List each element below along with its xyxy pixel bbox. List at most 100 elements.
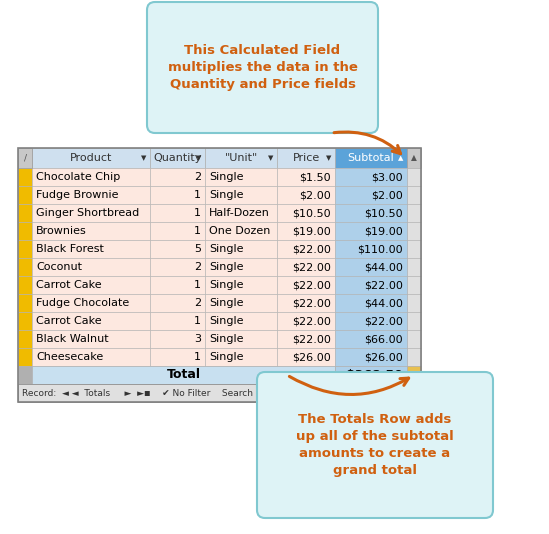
- Text: 2: 2: [194, 262, 201, 272]
- Text: Ginger Shortbread: Ginger Shortbread: [36, 208, 139, 218]
- Text: Single: Single: [209, 352, 244, 362]
- Text: $22.00: $22.00: [292, 334, 331, 344]
- Text: Price: Price: [293, 153, 320, 163]
- Bar: [407, 222, 421, 240]
- Bar: [407, 294, 421, 312]
- Bar: [150, 148, 205, 168]
- Text: $2.00: $2.00: [299, 190, 331, 200]
- Text: Single: Single: [209, 262, 244, 272]
- Bar: [18, 384, 421, 402]
- Text: ▼: ▼: [411, 371, 417, 380]
- Bar: [205, 148, 277, 168]
- Bar: [335, 276, 407, 294]
- Bar: [277, 330, 335, 348]
- Text: Half-Dozen: Half-Dozen: [209, 208, 270, 218]
- Text: Single: Single: [209, 190, 244, 200]
- Bar: [407, 312, 421, 330]
- Text: $110.00: $110.00: [357, 244, 403, 254]
- Text: $22.00: $22.00: [364, 280, 403, 290]
- Text: 1: 1: [194, 190, 201, 200]
- Text: $22.00: $22.00: [364, 316, 403, 326]
- Bar: [277, 276, 335, 294]
- Bar: [205, 186, 277, 204]
- Bar: [277, 186, 335, 204]
- Bar: [277, 222, 335, 240]
- Text: ▼: ▼: [268, 155, 274, 161]
- Text: $22.00: $22.00: [292, 280, 331, 290]
- Bar: [18, 366, 32, 384]
- Text: $26.00: $26.00: [364, 352, 403, 362]
- Bar: [150, 348, 205, 366]
- Text: 2: 2: [194, 172, 201, 182]
- Text: $22.00: $22.00: [292, 316, 331, 326]
- Text: Product: Product: [70, 153, 112, 163]
- Bar: [335, 294, 407, 312]
- Text: 2: 2: [194, 298, 201, 308]
- Bar: [32, 366, 335, 384]
- Bar: [32, 312, 150, 330]
- Bar: [277, 240, 335, 258]
- Text: Total: Total: [166, 368, 200, 381]
- Bar: [18, 258, 32, 276]
- Bar: [407, 186, 421, 204]
- Text: Single: Single: [209, 298, 244, 308]
- Bar: [335, 186, 407, 204]
- Bar: [32, 240, 150, 258]
- Text: "Unit": "Unit": [225, 153, 257, 163]
- Bar: [205, 258, 277, 276]
- Bar: [205, 276, 277, 294]
- Text: Single: Single: [209, 334, 244, 344]
- Text: $3.00: $3.00: [371, 172, 403, 182]
- Bar: [32, 204, 150, 222]
- Bar: [150, 204, 205, 222]
- Text: Subtotal: Subtotal: [348, 153, 394, 163]
- Bar: [205, 294, 277, 312]
- Bar: [32, 148, 150, 168]
- Bar: [205, 168, 277, 186]
- Bar: [18, 276, 32, 294]
- Bar: [18, 348, 32, 366]
- Text: $2.00: $2.00: [371, 190, 403, 200]
- Text: Black Forest: Black Forest: [36, 244, 104, 254]
- Bar: [277, 348, 335, 366]
- Text: ▼: ▼: [326, 155, 332, 161]
- Bar: [32, 258, 150, 276]
- Text: $368.50: $368.50: [346, 368, 403, 381]
- Bar: [277, 148, 335, 168]
- Text: The Totals Row adds
up all of the subtotal
amounts to create a
grand total: The Totals Row adds up all of the subtot…: [296, 413, 454, 477]
- Text: $10.50: $10.50: [293, 208, 331, 218]
- Bar: [407, 148, 421, 168]
- Bar: [277, 204, 335, 222]
- Text: Black Walnut: Black Walnut: [36, 334, 109, 344]
- Bar: [335, 240, 407, 258]
- Text: Carrot Cake: Carrot Cake: [36, 280, 102, 290]
- Bar: [18, 168, 32, 186]
- Bar: [205, 348, 277, 366]
- Bar: [18, 148, 421, 402]
- Text: ▲: ▲: [411, 153, 417, 162]
- Text: Single: Single: [209, 280, 244, 290]
- Bar: [205, 240, 277, 258]
- Bar: [407, 258, 421, 276]
- Text: $22.00: $22.00: [292, 262, 331, 272]
- Bar: [407, 276, 421, 294]
- Text: Brownies: Brownies: [36, 226, 87, 236]
- Bar: [407, 168, 421, 186]
- Bar: [335, 222, 407, 240]
- Bar: [277, 294, 335, 312]
- Text: $44.00: $44.00: [364, 262, 403, 272]
- Bar: [205, 204, 277, 222]
- Bar: [407, 240, 421, 258]
- Bar: [150, 258, 205, 276]
- Text: ▲: ▲: [399, 155, 404, 161]
- Text: Single: Single: [209, 172, 244, 182]
- Bar: [150, 294, 205, 312]
- Text: Single: Single: [209, 244, 244, 254]
- Bar: [150, 276, 205, 294]
- Bar: [205, 312, 277, 330]
- Bar: [32, 186, 150, 204]
- Text: Chocolate Chip: Chocolate Chip: [36, 172, 120, 182]
- Text: Fudge Brownie: Fudge Brownie: [36, 190, 119, 200]
- Bar: [335, 348, 407, 366]
- Text: Record:  ◄ ◄  Totals     ►  ►◾    ✔ No Filter    Search: Record: ◄ ◄ Totals ► ►◾ ✔ No Filter Sear…: [22, 389, 253, 397]
